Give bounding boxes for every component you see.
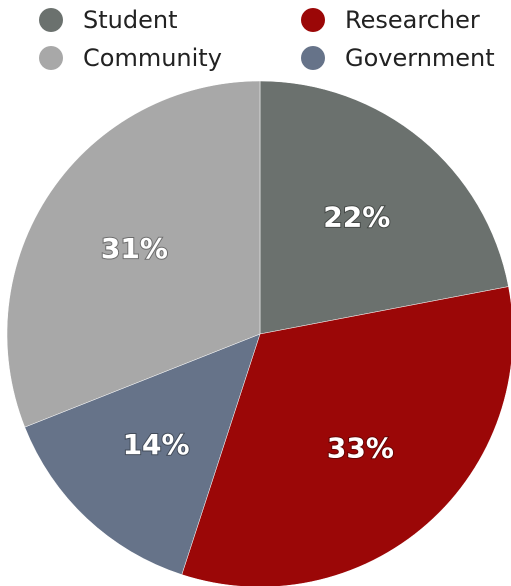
slice-label-researcher: 33% [327, 431, 394, 464]
legend-swatch-researcher [301, 8, 325, 32]
legend-swatch-community [39, 46, 63, 70]
legend-label-student: Student [83, 6, 178, 34]
slice-label-government: 14% [123, 428, 190, 461]
legend-item-researcher: Researcher [301, 5, 480, 35]
legend-swatch-student [39, 8, 63, 32]
pie-slice-researcher [181, 286, 511, 586]
legend: Student Researcher Community Government [0, 0, 511, 80]
legend-label-government: Government [345, 44, 495, 72]
legend-item-community: Community [39, 43, 222, 73]
slice-label-community: 31% [101, 232, 168, 265]
slice-label-student: 22% [323, 201, 390, 234]
legend-swatch-government [301, 46, 325, 70]
legend-item-government: Government [301, 43, 495, 73]
legend-label-community: Community [83, 44, 222, 72]
pie-slice-student [259, 80, 509, 335]
pie-slice-government [24, 333, 261, 575]
legend-item-student: Student [39, 5, 177, 35]
pie-slice-community [6, 80, 261, 428]
legend-label-researcher: Researcher [345, 6, 480, 34]
